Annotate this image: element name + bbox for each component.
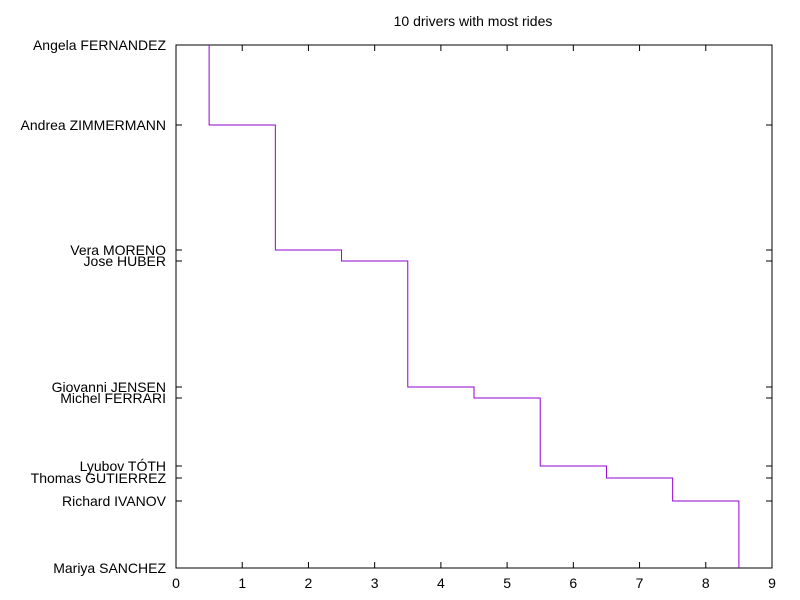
plot-frame bbox=[175, 44, 773, 569]
x-tick-label: 8 bbox=[702, 575, 710, 591]
x-tick-label: 4 bbox=[437, 575, 445, 591]
x-tick-label: 6 bbox=[569, 575, 577, 591]
y-tick-label: Giovanni JENSEN bbox=[52, 379, 166, 395]
x-tick-label: 5 bbox=[503, 575, 511, 591]
y-tick-label: Mariya SANCHEZ bbox=[53, 560, 166, 576]
x-tick-label: 1 bbox=[238, 575, 246, 591]
y-axis: Angela FERNANDEZ Andrea ZIMMERMANN Vera MO… bbox=[21, 37, 772, 576]
chart-title: 10 drivers with most rides bbox=[394, 13, 553, 29]
y-tick-label: Michel FERRARI bbox=[60, 390, 166, 406]
series-line bbox=[208, 45, 740, 568]
series-points bbox=[209, 44, 739, 569]
y-tick-label: Vera MORENO bbox=[70, 242, 166, 258]
y-tick-label: Thomas GUTIERREZ bbox=[31, 470, 167, 486]
y-tick-label: Jose HUBER bbox=[84, 253, 166, 269]
x-tick-label: 0 bbox=[172, 575, 180, 591]
y-tick-label: Angela FERNANDEZ bbox=[33, 37, 166, 53]
x-tick-label: 2 bbox=[305, 575, 313, 591]
x-tick-label: 9 bbox=[768, 575, 776, 591]
x-tick-label: 3 bbox=[371, 575, 379, 591]
y-tick-label: Lyubov TÓTH bbox=[80, 458, 166, 474]
x-tick-label: 7 bbox=[636, 575, 644, 591]
x-axis: 0 1 2 3 4 5 6 7 8 9 bbox=[172, 45, 776, 591]
y-tick-label: Andrea ZIMMERMANN bbox=[21, 117, 166, 133]
y-tick-label: Richard IVANOV bbox=[62, 493, 167, 509]
